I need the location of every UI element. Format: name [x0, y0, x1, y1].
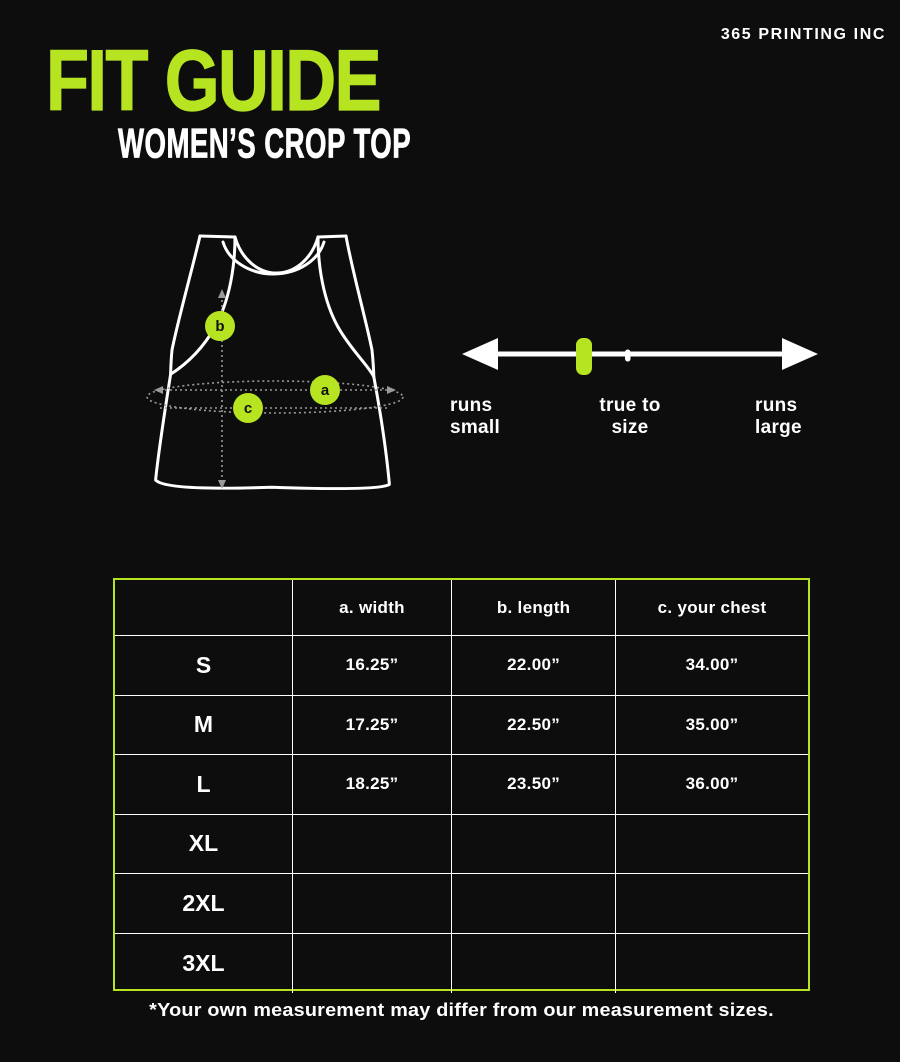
svg-text:c: c [244, 400, 252, 417]
svg-text:b: b [215, 318, 224, 335]
svg-text:a: a [321, 382, 330, 399]
